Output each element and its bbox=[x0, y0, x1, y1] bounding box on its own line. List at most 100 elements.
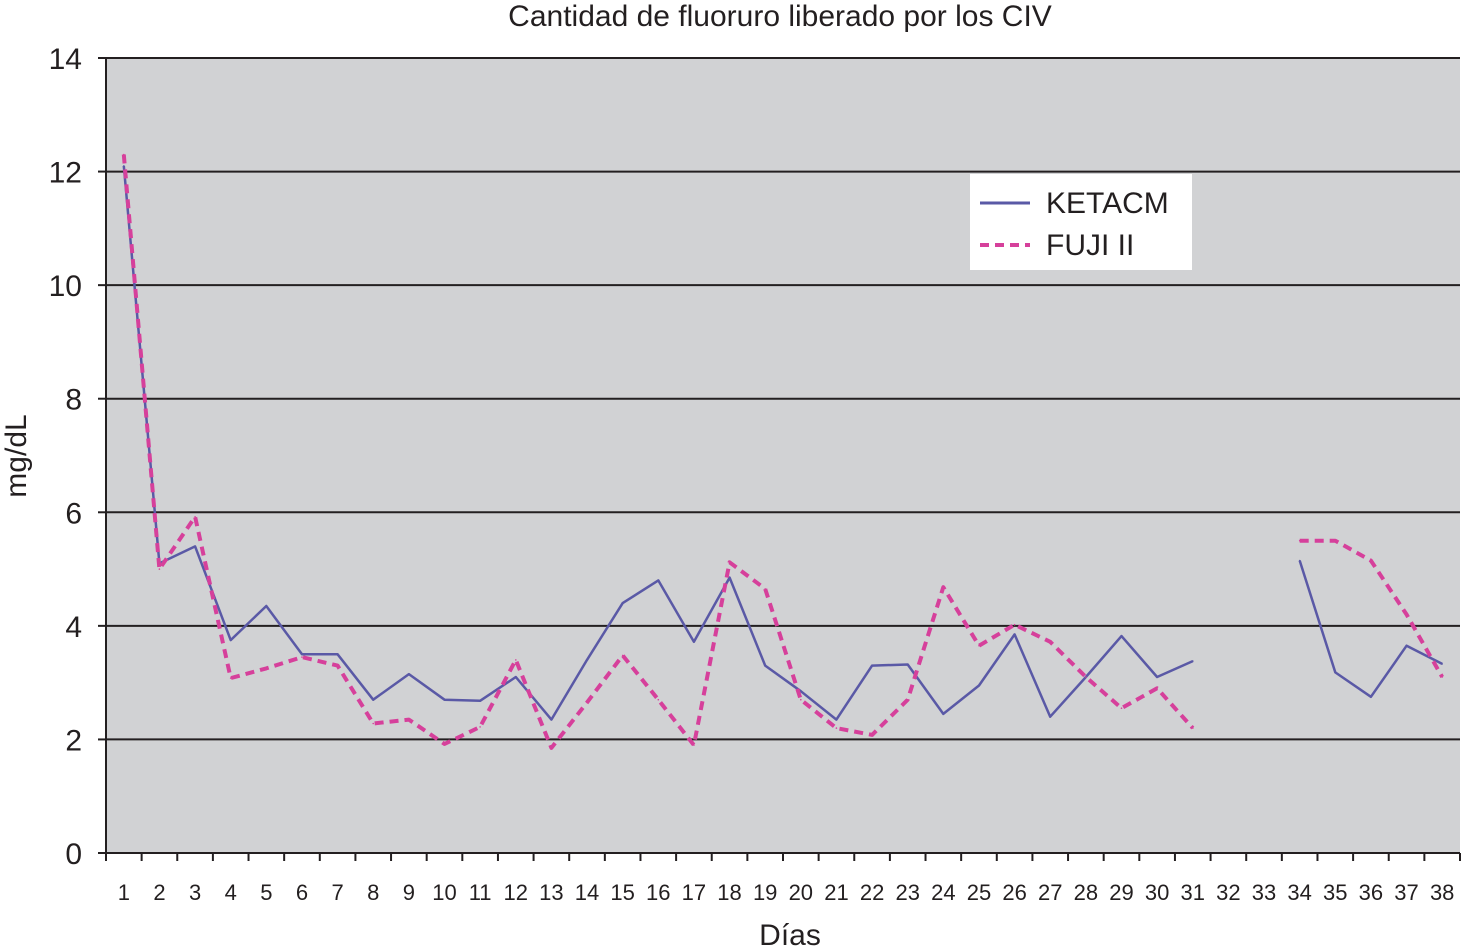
data-point-fuji-ii bbox=[372, 722, 375, 725]
data-point-fuji-ii bbox=[1405, 613, 1408, 616]
data-point-fuji-ii bbox=[1085, 676, 1087, 678]
data-point-ketacm bbox=[800, 690, 802, 692]
y-tick-label: 10 bbox=[49, 270, 82, 303]
data-point-ketacm bbox=[1192, 660, 1194, 662]
data-point-fuji-ii bbox=[1049, 641, 1051, 643]
data-point-ketacm bbox=[550, 718, 553, 721]
x-tick-label: 11 bbox=[469, 880, 492, 905]
y-tick-label: 12 bbox=[49, 157, 82, 190]
data-point-fuji-ii bbox=[586, 701, 588, 704]
data-point-fuji-ii bbox=[1156, 687, 1158, 690]
x-tick-label: 6 bbox=[296, 880, 308, 905]
x-tick-label: 2 bbox=[153, 880, 165, 905]
legend-box bbox=[970, 174, 1192, 270]
data-point-fuji-ii bbox=[194, 516, 196, 518]
x-tick-label: 25 bbox=[967, 880, 991, 905]
data-point-fuji-ii bbox=[871, 734, 873, 736]
y-tick-label: 2 bbox=[65, 724, 82, 757]
legend-label-fuji-ii: FUJI II bbox=[1046, 229, 1134, 262]
data-point-fuji-ii bbox=[1334, 539, 1337, 542]
data-point-fuji-ii bbox=[657, 698, 660, 701]
data-point-ketacm bbox=[479, 700, 481, 702]
data-point-ketacm bbox=[621, 602, 624, 604]
x-tick-label: 17 bbox=[682, 880, 706, 905]
x-tick-label: 31 bbox=[1181, 880, 1205, 905]
x-tick-label: 7 bbox=[331, 880, 343, 905]
x-tick-label: 38 bbox=[1430, 880, 1454, 905]
data-point-fuji-ii bbox=[479, 726, 481, 728]
x-tick-label: 23 bbox=[895, 880, 919, 905]
data-point-ketacm bbox=[408, 673, 410, 675]
data-point-ketacm bbox=[942, 713, 945, 715]
data-point-ketacm bbox=[906, 663, 909, 666]
data-point-fuji-ii bbox=[942, 586, 945, 588]
data-point-ketacm bbox=[229, 639, 232, 641]
data-point-fuji-ii bbox=[123, 153, 125, 156]
data-point-fuji-ii bbox=[158, 568, 161, 570]
x-tick-label: 35 bbox=[1323, 880, 1347, 905]
data-point-fuji-ii bbox=[621, 654, 624, 657]
data-point-ketacm bbox=[265, 605, 268, 607]
x-tick-label: 36 bbox=[1359, 880, 1383, 905]
x-tick-label: 29 bbox=[1109, 880, 1133, 905]
data-point-ketacm bbox=[443, 698, 446, 701]
data-point-ketacm bbox=[336, 653, 339, 656]
data-point-fuji-ii bbox=[1298, 539, 1301, 542]
x-tick-label: 8 bbox=[367, 880, 379, 905]
data-point-ketacm bbox=[1370, 696, 1372, 698]
data-point-fuji-ii bbox=[408, 718, 410, 721]
x-tick-label: 20 bbox=[789, 880, 813, 905]
data-point-fuji-ii bbox=[336, 664, 339, 667]
data-point-ketacm bbox=[764, 664, 766, 667]
data-point-fuji-ii bbox=[693, 744, 695, 746]
data-point-ketacm bbox=[194, 545, 196, 548]
x-tick-label: 30 bbox=[1145, 880, 1169, 905]
data-point-fuji-ii bbox=[229, 677, 232, 679]
x-tick-label: 16 bbox=[646, 880, 670, 905]
data-point-fuji-ii bbox=[1192, 727, 1194, 729]
x-tick-label: 24 bbox=[931, 880, 955, 905]
y-tick-label: 8 bbox=[65, 384, 82, 417]
data-point-ketacm bbox=[586, 659, 588, 661]
x-tick-label: 37 bbox=[1394, 880, 1418, 905]
x-tick-label: 19 bbox=[753, 880, 777, 905]
data-point-fuji-ii bbox=[1013, 623, 1016, 626]
y-tick-label: 4 bbox=[65, 611, 82, 644]
data-point-ketacm bbox=[871, 664, 873, 667]
y-tick-label: 6 bbox=[65, 497, 82, 530]
data-point-ketacm bbox=[1013, 633, 1016, 636]
data-point-fuji-ii bbox=[1370, 559, 1372, 562]
data-point-fuji-ii bbox=[1120, 707, 1123, 709]
x-tick-label: 12 bbox=[504, 880, 528, 905]
x-tick-label: 28 bbox=[1074, 880, 1098, 905]
x-tick-label: 4 bbox=[225, 880, 237, 905]
y-axis-ticks: 0 2 4 6 8 10 12 14 bbox=[49, 43, 106, 871]
data-point-ketacm bbox=[657, 579, 660, 582]
x-tick-label: 3 bbox=[189, 880, 201, 905]
data-point-fuji-ii bbox=[515, 659, 517, 661]
data-point-ketacm bbox=[123, 165, 125, 167]
x-tick-label: 14 bbox=[575, 880, 599, 905]
grid-lines bbox=[106, 57, 1460, 741]
data-point-ketacm bbox=[1334, 671, 1337, 674]
legend-label-ketacm: KETACM bbox=[1046, 187, 1169, 220]
x-tick-label: 18 bbox=[717, 880, 741, 905]
x-tick-label: 15 bbox=[610, 880, 634, 905]
x-axis-label: Días bbox=[759, 919, 821, 950]
x-tick-label: 33 bbox=[1252, 880, 1276, 905]
data-point-ketacm bbox=[1120, 635, 1123, 637]
data-point-ketacm bbox=[372, 698, 375, 701]
data-point-fuji-ii bbox=[443, 743, 446, 745]
data-point-fuji-ii bbox=[764, 588, 766, 590]
data-point-fuji-ii bbox=[835, 727, 838, 729]
x-tick-label: 5 bbox=[260, 880, 272, 905]
y-tick-label: 0 bbox=[65, 838, 82, 871]
x-tick-label: 21 bbox=[824, 880, 848, 905]
data-point-ketacm bbox=[301, 653, 303, 656]
data-point-ketacm bbox=[1049, 715, 1051, 718]
y-axis-label: mg/dL bbox=[0, 414, 33, 497]
plot-area bbox=[106, 58, 1460, 853]
data-point-ketacm bbox=[1156, 676, 1158, 678]
x-tick-label: 32 bbox=[1216, 880, 1240, 905]
data-point-ketacm bbox=[1298, 559, 1301, 562]
